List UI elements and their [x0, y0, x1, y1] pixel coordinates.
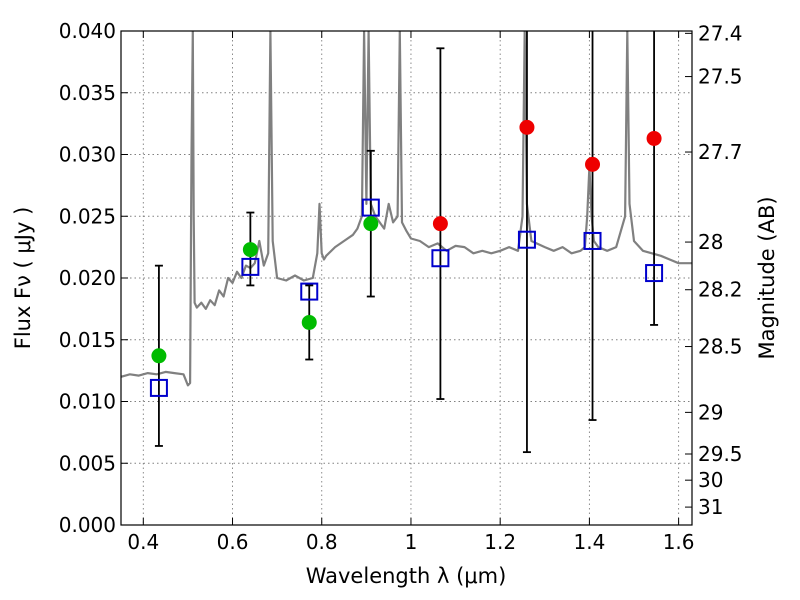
template-spectrum — [121, 31, 692, 387]
y2-tick-label: 28.5 — [698, 335, 743, 359]
data-markers — [149, 119, 664, 397]
y-tick-label: 0.015 — [59, 328, 116, 352]
model-square — [583, 231, 602, 250]
x-tick-label: 1.2 — [484, 530, 516, 554]
y2-tick-label: 27.5 — [698, 65, 743, 89]
model-square — [361, 198, 380, 217]
x-axis-title: Wavelength λ (μm) — [306, 564, 507, 588]
y2-tick-label: 27.4 — [698, 21, 743, 45]
x-tick-label: 0.4 — [127, 530, 159, 554]
y-axis-title: Flux Fν ( μJy ) — [11, 207, 35, 350]
y2-tick-label: 27.7 — [698, 140, 743, 164]
model-square — [431, 249, 450, 268]
template-line — [121, 31, 692, 387]
y-tick-label: 0.020 — [59, 266, 116, 290]
model-square — [300, 282, 319, 301]
x-tick-label: 0.6 — [217, 530, 249, 554]
x-tick-label: 1.4 — [573, 530, 605, 554]
y2-tick-label: 29.5 — [698, 442, 743, 466]
data-point — [585, 156, 601, 172]
data-point — [519, 119, 535, 135]
y-tick-label: 0.030 — [59, 143, 116, 167]
y2-tick-label: 28 — [698, 230, 723, 254]
y-tick-label: 0.040 — [59, 19, 116, 43]
model-square — [517, 230, 536, 249]
model-square — [645, 264, 664, 283]
data-point — [301, 314, 317, 330]
axis-ticks: 0.4 0.6 0.8 1 1.2 1.4 1.6 0.000 0.005 0.010 0.015 0… — [59, 19, 743, 554]
x-tick-label: 1 — [405, 530, 418, 554]
y2-tick-label: 30 — [698, 468, 723, 492]
data-point — [646, 130, 662, 146]
y-tick-label: 0.000 — [59, 513, 116, 537]
model-square — [241, 257, 260, 276]
y2-tick-label: 29 — [698, 400, 723, 424]
y2-tick-label: 31 — [698, 495, 723, 519]
x-tick-label: 1.6 — [663, 530, 695, 554]
y2-axis-title: Magnitude (AB) — [755, 196, 779, 359]
y2-tick-label: 28.2 — [698, 278, 743, 302]
x-tick-label: 0.8 — [306, 530, 338, 554]
data-point — [151, 348, 167, 364]
y-tick-label: 0.010 — [59, 390, 116, 414]
y-tick-label: 0.025 — [59, 204, 116, 228]
y-tick-label: 0.005 — [59, 451, 116, 475]
model-square — [149, 378, 168, 397]
data-point — [432, 216, 448, 232]
data-point — [363, 216, 379, 232]
data-point — [242, 242, 258, 258]
y-tick-label: 0.035 — [59, 81, 116, 105]
